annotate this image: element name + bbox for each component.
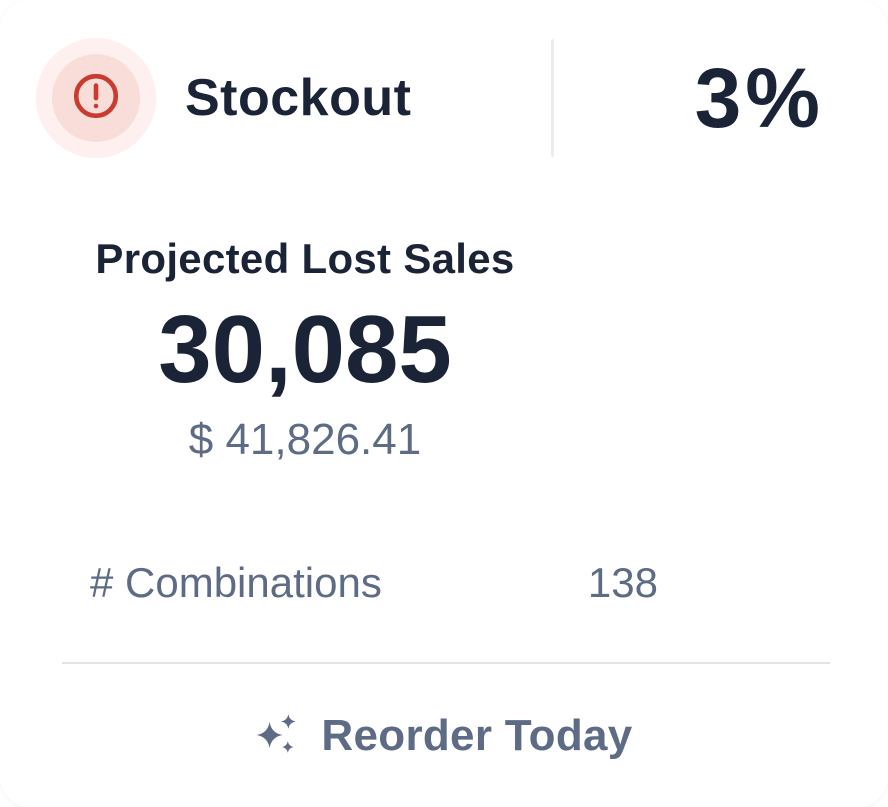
stat-units-value: 30,085 (158, 296, 452, 403)
card-header: Stockout 3% (0, 0, 888, 158)
projected-lost-sales-block: Projected Lost Sales 30,085 $ 41,826.41 (90, 234, 520, 466)
header-vertical-divider (551, 39, 554, 157)
combinations-value: 138 (587, 559, 658, 606)
card-title: Stockout (185, 69, 412, 127)
stockout-percent: 3% (694, 50, 824, 145)
alert-circle-icon (71, 71, 121, 126)
stat-label: Projected Lost Sales (95, 235, 515, 282)
footer-divider (62, 662, 830, 664)
reorder-today-label: Reorder Today (321, 711, 633, 760)
alert-badge (36, 38, 156, 158)
reorder-today-button[interactable]: Reorder Today (0, 706, 888, 766)
alert-badge-inner (52, 54, 140, 142)
sparkles-icon (255, 709, 305, 764)
combinations-row: # Combinations 138 (90, 558, 658, 608)
stat-dollar-value: $ 41,826.41 (188, 415, 422, 464)
combinations-label: # Combinations (90, 559, 382, 606)
